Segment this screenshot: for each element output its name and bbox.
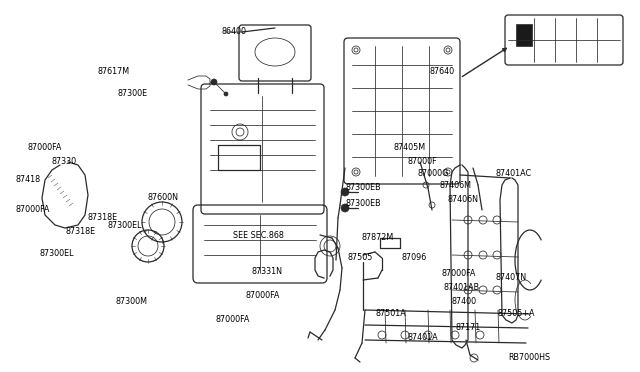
Text: 87640: 87640 xyxy=(430,67,455,76)
Text: 87000FA: 87000FA xyxy=(441,269,476,279)
Text: 87300M: 87300M xyxy=(115,298,147,307)
Text: 87400: 87400 xyxy=(451,298,476,307)
Text: 87000FA: 87000FA xyxy=(216,315,250,324)
Text: 86400: 86400 xyxy=(222,28,247,36)
Text: 87300EL: 87300EL xyxy=(40,250,74,259)
Text: 87407N: 87407N xyxy=(496,273,527,282)
Text: 87406N: 87406N xyxy=(448,195,479,203)
Text: 87505: 87505 xyxy=(347,253,372,262)
Text: 87300EB: 87300EB xyxy=(346,199,381,208)
Text: 87096: 87096 xyxy=(402,253,428,262)
Circle shape xyxy=(211,79,217,85)
Text: 87405M: 87405M xyxy=(394,142,426,151)
Text: 87330: 87330 xyxy=(52,157,77,167)
Text: 87000FA: 87000FA xyxy=(16,205,51,215)
Circle shape xyxy=(341,204,349,212)
Text: 87401A: 87401A xyxy=(408,333,438,341)
Text: 87600N: 87600N xyxy=(148,192,179,202)
Text: 87872M: 87872M xyxy=(361,232,393,241)
Text: 87318E: 87318E xyxy=(66,228,96,237)
Text: 87505+A: 87505+A xyxy=(498,310,536,318)
Text: 87406M: 87406M xyxy=(440,182,472,190)
Text: 87331N: 87331N xyxy=(252,267,283,276)
Text: 87000F: 87000F xyxy=(408,157,438,166)
Text: RB7000HS: RB7000HS xyxy=(508,353,550,362)
Text: 87401AB: 87401AB xyxy=(443,283,479,292)
Text: 87171: 87171 xyxy=(456,324,481,333)
Text: 87300EL: 87300EL xyxy=(108,221,143,230)
Text: 87418: 87418 xyxy=(16,176,41,185)
Text: 87300E: 87300E xyxy=(118,90,148,99)
Circle shape xyxy=(224,92,228,96)
Text: 87300EB: 87300EB xyxy=(346,183,381,192)
Text: 87000FA: 87000FA xyxy=(246,292,280,301)
Text: 87401AC: 87401AC xyxy=(496,170,532,179)
Text: 87501A: 87501A xyxy=(376,310,407,318)
Circle shape xyxy=(341,188,349,196)
Text: 87000FA: 87000FA xyxy=(28,144,62,153)
Text: 87318E: 87318E xyxy=(88,214,118,222)
Text: SEE SEC.868: SEE SEC.868 xyxy=(233,231,284,240)
Text: 87617M: 87617M xyxy=(98,67,130,77)
Bar xyxy=(516,24,532,46)
Text: 87000G: 87000G xyxy=(418,170,449,179)
